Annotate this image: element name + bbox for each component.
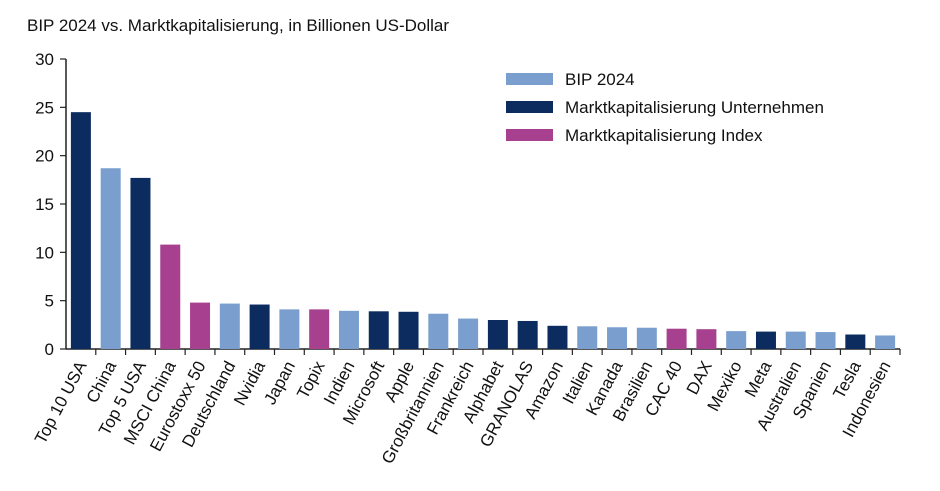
bar (547, 325, 568, 349)
x-tick-label: Top 10 USA (31, 357, 91, 447)
bar (636, 327, 657, 349)
y-tick-label: 15 (35, 195, 54, 214)
bar (100, 168, 121, 349)
bar (190, 302, 211, 349)
y-tick-label: 30 (35, 50, 54, 69)
y-tick-label: 5 (45, 292, 54, 311)
legend-label: Marktkapitalisierung Unternehmen (565, 98, 824, 117)
bar (458, 318, 479, 349)
bar (160, 244, 181, 349)
bar (70, 112, 91, 350)
bar (696, 329, 717, 349)
chart-title: BIP 2024 vs. Marktkapitalisierung, in Bi… (27, 16, 450, 35)
bar (279, 309, 300, 349)
y-tick-label: 25 (35, 98, 54, 117)
y-tick-label: 20 (35, 147, 54, 166)
bar (875, 335, 896, 349)
legend: BIP 2024 Marktkapitalisierung Unternehmen… (506, 70, 824, 145)
bar (428, 313, 449, 349)
legend-swatch (506, 129, 553, 141)
legend-label: Marktkapitalisierung Index (565, 126, 763, 145)
bars (70, 112, 896, 350)
bar (755, 331, 776, 349)
bar (130, 177, 151, 349)
y-tick-label: 10 (35, 243, 54, 262)
bar (845, 334, 866, 349)
legend-swatch (506, 101, 553, 113)
bar (338, 310, 359, 349)
bar (249, 304, 270, 349)
y-tick-label: 0 (45, 340, 54, 359)
bar (726, 331, 747, 349)
bar (309, 309, 330, 349)
bar (219, 303, 240, 349)
bar (368, 311, 389, 349)
legend-label: BIP 2024 (565, 70, 635, 89)
bar (517, 320, 538, 349)
bar (785, 331, 806, 349)
bar (398, 311, 419, 349)
bar (815, 332, 836, 349)
legend-swatch (506, 73, 553, 85)
bar (577, 326, 598, 349)
bar (666, 328, 687, 349)
bar (607, 327, 628, 349)
bar (487, 320, 508, 349)
